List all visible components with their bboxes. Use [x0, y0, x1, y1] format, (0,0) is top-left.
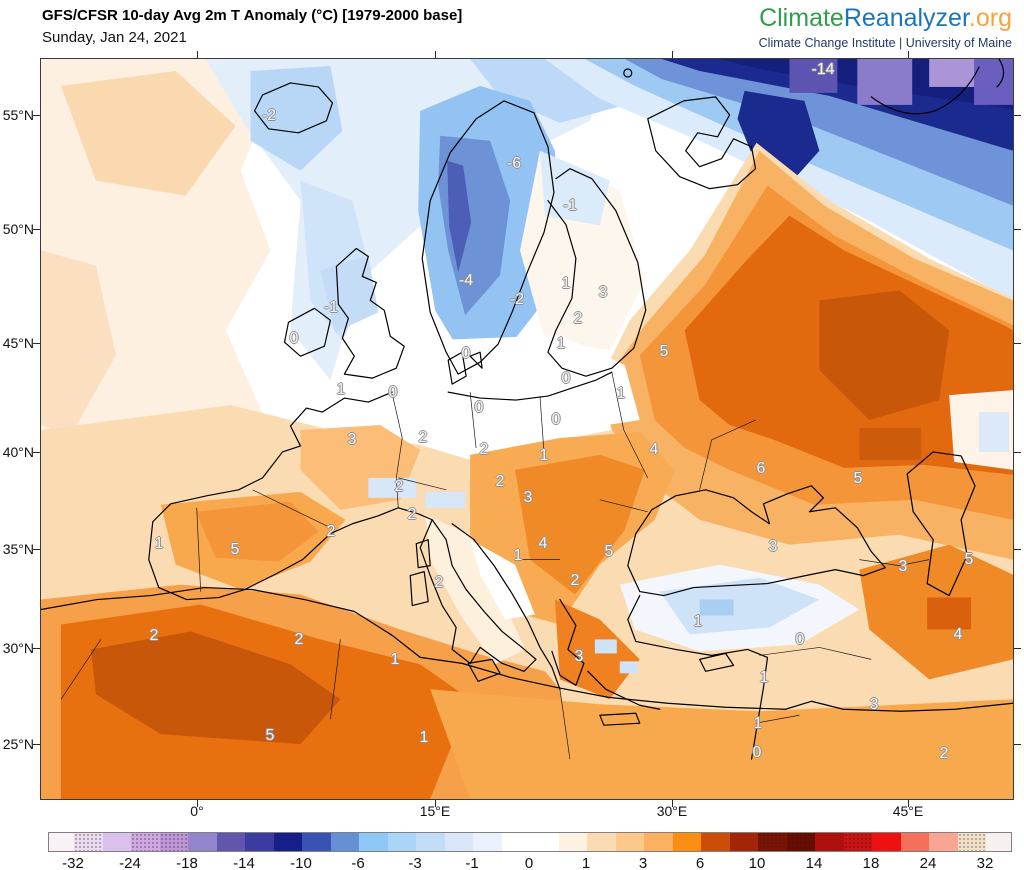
colorbar-tick-label: 18 — [862, 855, 880, 870]
axis-tick — [672, 800, 674, 807]
colorbar-cell — [102, 833, 131, 851]
axis-tick — [435, 800, 437, 807]
colorbar-tick-label: -6 — [351, 855, 365, 870]
colorbar-tick-label: 0 — [524, 855, 534, 870]
colorbar-cell — [815, 833, 844, 851]
colorbar-cell — [159, 833, 188, 851]
colorbar-tick-label: 3 — [638, 855, 648, 870]
colorbar-cell — [416, 833, 445, 851]
colorbar-tick-label: 6 — [695, 855, 705, 870]
colorbar-cell — [872, 833, 901, 851]
axis-tick — [1014, 648, 1021, 650]
colorbar-cell — [273, 833, 302, 851]
colorbar-tick-label: -18 — [176, 855, 198, 870]
axis-tick — [33, 744, 40, 746]
map-title: GFS/CFSR 10-day Avg 2m T Anomaly (°C) [1… — [42, 7, 463, 24]
lon-axis-label: 0° — [190, 803, 204, 819]
lat-axis-label: 25°N — [2, 736, 34, 752]
colorbar-tick-labels: -32 -24 -18 -14 -10 -6 -3 -1 0 1 3 6 10 14 18 24 32 — [48, 855, 1010, 870]
axis-tick — [908, 51, 910, 58]
colorbar-cell — [929, 833, 958, 851]
colorbar-cell — [957, 833, 986, 851]
colorbar-tick-label: 14 — [805, 855, 823, 870]
axis-tick — [33, 229, 40, 231]
axis-tick — [1014, 452, 1021, 454]
axis-tick — [197, 51, 199, 58]
colorbar-cell — [245, 833, 274, 851]
colorbar-cell — [900, 833, 929, 851]
colorbar-tick-label: 1 — [581, 855, 591, 870]
axis-tick — [33, 343, 40, 345]
colorbar-cell — [216, 833, 245, 851]
colorbar-cell — [587, 833, 616, 851]
lat-axis-label: 55°N — [2, 107, 34, 123]
colorbar-cell — [359, 833, 388, 851]
lat-axis-label: 40°N — [2, 444, 34, 460]
lat-axis-label: 35°N — [2, 541, 34, 557]
colorbar-cell — [49, 833, 74, 851]
axis-tick — [1014, 229, 1021, 231]
colorbar-cell — [473, 833, 502, 851]
colorbar-cell — [444, 833, 473, 851]
logo-part-org: .org — [968, 4, 1012, 32]
colorbar-cell — [558, 833, 587, 851]
axis-tick — [435, 51, 437, 58]
colorbar-cell — [701, 833, 730, 851]
colorbar-cell — [672, 833, 701, 851]
logo-part-reanalyzer: Reanalyzer — [843, 4, 969, 32]
axis-tick — [1014, 744, 1021, 746]
anomaly-fill-art — [41, 59, 1013, 799]
colorbar-tick-label: 10 — [748, 855, 766, 870]
anomaly-map-canvas — [41, 59, 1013, 799]
lat-axis-label: 50°N — [2, 221, 34, 237]
lon-axis-label: 15°E — [419, 803, 451, 819]
colorbar-cell — [986, 833, 1011, 851]
logo-wordmark: ClimateReanalyzer.org — [759, 4, 1012, 33]
colorbar-tick-label: -1 — [465, 855, 479, 870]
logo-part-climate: Climate — [759, 4, 844, 32]
colorbar-tick-label: -10 — [290, 855, 312, 870]
axis-tick — [33, 115, 40, 117]
colorbar-tick-label: -24 — [119, 855, 141, 870]
colorbar-cell — [615, 833, 644, 851]
axis-tick — [1014, 343, 1021, 345]
colorbar-cell — [188, 833, 217, 851]
colorbar-cell — [758, 833, 787, 851]
anomaly-map: -14 -2 -6 -1 -4 1 3 -2 -1 2 0 1 0 5 0 1 0 1 0 0 2 3 4 2 1 6 5 2 2 3 2 2… — [40, 58, 1014, 800]
lon-axis-label: 30°E — [656, 803, 688, 819]
colorbar-tick-label: 32 — [976, 855, 994, 870]
axis-tick — [672, 51, 674, 58]
map-date: Sunday, Jan 24, 2021 — [42, 29, 187, 46]
colorbar-cell — [501, 833, 559, 851]
country-borders — [60, 372, 930, 760]
lat-axis-label: 30°N — [2, 640, 34, 656]
colorbar-cell — [729, 833, 758, 851]
axis-tick — [1014, 549, 1021, 551]
colorbar-tick-label: -14 — [233, 855, 255, 870]
colorbar-cell — [330, 833, 359, 851]
axis-tick — [197, 800, 199, 807]
lat-axis-label: 45°N — [2, 335, 34, 351]
colorbar-cell — [843, 833, 872, 851]
colorbar-cell — [74, 833, 103, 851]
axis-tick — [33, 549, 40, 551]
colorbar-tick-label: 24 — [919, 855, 937, 870]
colorbar-cell — [131, 833, 160, 851]
coastlines — [41, 59, 1013, 760]
logo-tagline: Climate Change Institute | University of… — [758, 36, 1012, 50]
colorbar-cell — [644, 833, 673, 851]
axis-tick — [1014, 115, 1021, 117]
axis-tick — [908, 800, 910, 807]
colorbar-cell — [786, 833, 815, 851]
axis-tick — [33, 648, 40, 650]
axis-tick — [33, 452, 40, 454]
colorbar-tick-label: -3 — [408, 855, 422, 870]
logo-link[interactable]: ClimateReanalyzer.org Climate Change Ins… — [759, 4, 1012, 50]
colorbar-tick-label: -32 — [62, 855, 84, 870]
colorbar — [48, 832, 1012, 852]
colorbar-cell — [302, 833, 331, 851]
lon-axis-label: 45°E — [892, 803, 924, 819]
colorbar-cell — [387, 833, 416, 851]
